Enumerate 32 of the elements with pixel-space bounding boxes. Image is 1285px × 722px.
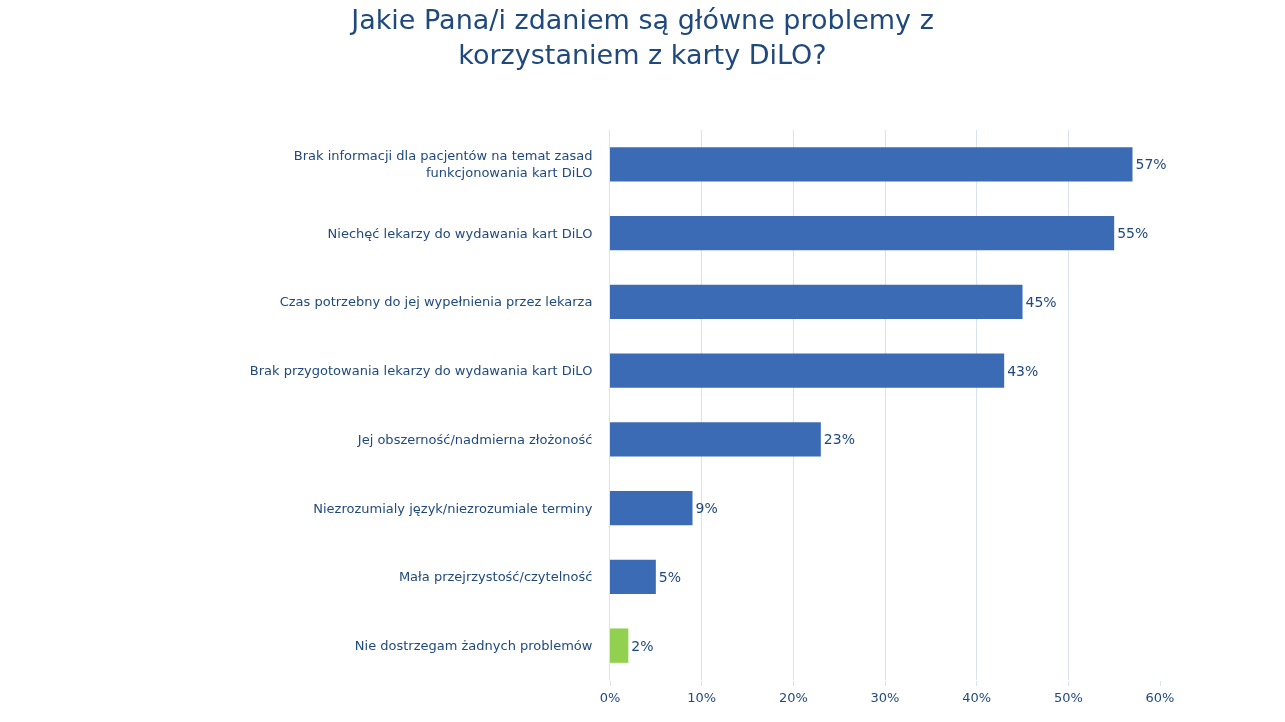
y-tick-label: Niechęć lekarzy do wydawania kart DiLO [327,225,593,241]
y-tick-label: Czas potrzebny do jej wypełnienia przez lekarza [279,294,593,310]
bar [610,215,1115,251]
x-tick-label: 50% [1053,689,1083,705]
data-label: 57% [1135,156,1167,173]
data-label: 2% [631,637,654,654]
data-label: 55% [1117,225,1149,242]
bar [610,559,656,595]
data-label: 5% [658,568,682,585]
x-tick-label: 10% [687,689,717,705]
bar [610,284,1023,320]
x-tick-label: 40% [962,689,992,705]
y-tick-label: Jej obszerność/nadmierna złożoność [356,431,593,447]
y-tick-label: Nie dostrzegam żadnych problemów [354,638,593,654]
bar [610,490,693,526]
data-label: 23% [823,431,855,448]
y-tick-label: Mała przejrzystość/czytelność [398,569,593,585]
x-tick-label: 20% [778,689,808,705]
bar [610,422,821,457]
data-label: 45% [1025,293,1057,310]
chart-title: Jakie Pana/i zdaniem są główne problemy z korzystaniem z karty DiLO? [349,3,934,70]
y-tick-label: Brak przygotowania lekarzy do wydawania kart DiLO [249,363,593,379]
x-tick-label: 60% [1145,689,1175,705]
data-label: 9% [695,500,718,517]
x-tick-label: 0% [599,689,621,705]
data-label: 43% [1007,362,1039,379]
bar [610,628,629,663]
y-tick-label: Brak informacji dla pacjentów na temat zasad funkcjonowania kart DiLO [293,148,593,181]
bar [610,353,1005,388]
y-tick-label: Niezrozumialy język/niezrozumiale terminy [313,500,593,516]
bar [610,147,1133,182]
x-tick-label: 30% [870,689,900,705]
